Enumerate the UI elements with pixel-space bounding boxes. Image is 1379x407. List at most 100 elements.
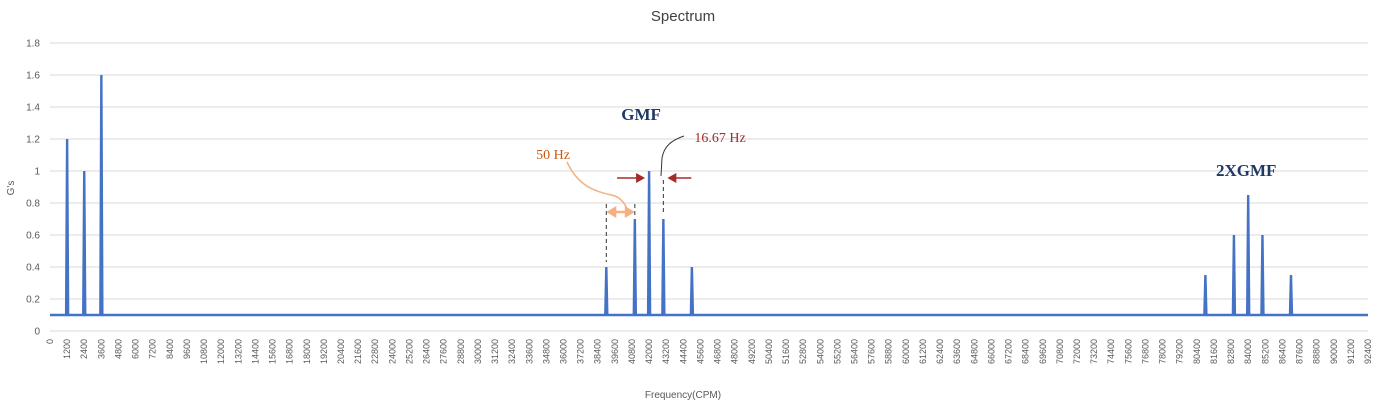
y-tick-label: 0.6: [26, 231, 40, 242]
x-tick-label: 31200: [490, 339, 500, 364]
peak-bar: [99, 75, 104, 315]
x-tick-label: 36000: [559, 339, 569, 364]
x-tick-label: 60000: [901, 339, 911, 364]
x-tick-label: 66000: [986, 339, 996, 364]
x-tick-label: 75600: [1123, 339, 1133, 364]
peak-bar: [1231, 235, 1237, 315]
chart-title: Spectrum: [651, 8, 715, 25]
sideband-label: 50 Hz: [536, 148, 570, 163]
x-tick-label: 45600: [695, 339, 705, 364]
sideband-leader: [566, 161, 628, 210]
x-tick-label: 22800: [370, 339, 380, 364]
x-tick-label: 0: [45, 339, 55, 344]
y-tick-label: 1: [34, 167, 40, 178]
y-tick-label: 0.2: [26, 295, 40, 306]
x-tick-label: 16800: [285, 339, 295, 364]
x-tick-label: 13200: [233, 339, 243, 364]
x-tick-label: 30000: [473, 339, 483, 364]
x-tick-label: 62400: [935, 339, 945, 364]
x-tick-label: 85200: [1260, 339, 1270, 364]
x-tick-label: 19200: [319, 339, 329, 364]
delta-label: 16.67 Hz: [694, 131, 745, 146]
x-tick-label: 51600: [781, 339, 791, 364]
x-tick-label: 54000: [815, 339, 825, 364]
x-tick-label: 82800: [1226, 339, 1236, 364]
x-tick-label: 69600: [1038, 339, 1048, 364]
sideband-arrowhead: [624, 206, 635, 218]
x-tick-label: 25200: [404, 339, 414, 364]
x-tick-label: 76800: [1140, 339, 1150, 364]
x-tick-label: 74400: [1106, 339, 1116, 364]
x-tick-label: 37200: [576, 339, 586, 364]
x-tick-label: 91200: [1346, 339, 1356, 364]
x-tick-label: 38400: [593, 339, 603, 364]
x-tick-label: 50400: [764, 339, 774, 364]
x-tick-label: 33600: [524, 339, 534, 364]
x-tick-label: 20400: [336, 339, 346, 364]
x-tick-label: 4800: [113, 339, 123, 359]
y-axis-title: G's: [6, 181, 17, 196]
x-tick-label: 63600: [952, 339, 962, 364]
peak-bar: [1203, 275, 1208, 315]
x-tick-label: 87600: [1295, 339, 1305, 364]
x-tick-label: 90000: [1329, 339, 1339, 364]
x-tick-label: 27600: [439, 339, 449, 364]
delta-arrowhead: [667, 173, 677, 183]
x-tick-label: 57600: [867, 339, 877, 364]
x-tick-label: 40800: [627, 339, 637, 364]
x-tick-label: 88800: [1312, 339, 1322, 364]
two-gmf-label: 2XGMF: [1216, 161, 1276, 180]
peak-bar: [646, 171, 652, 315]
x-tick-label: 67200: [1004, 339, 1014, 364]
x-tick-label: 28800: [456, 339, 466, 364]
annotations: GMF 2XGMF 50 Hz 16.67 Hz: [536, 105, 1276, 262]
y-tick-label: 0: [34, 327, 40, 338]
x-tick-label: 61200: [918, 339, 928, 364]
peak-bar: [1288, 275, 1294, 315]
x-tick-label: 34800: [541, 339, 551, 364]
x-tick-label: 64800: [969, 339, 979, 364]
peak-bar: [604, 267, 609, 315]
x-tick-label: 48000: [730, 339, 740, 364]
x-tick-label: 78000: [1158, 339, 1168, 364]
y-tick-label: 1.4: [26, 103, 40, 114]
x-tick-label: 10800: [199, 339, 209, 364]
y-tick-label: 0.4: [26, 263, 40, 274]
x-tick-label: 56400: [849, 339, 859, 364]
sideband-arrowhead: [606, 206, 617, 218]
x-tick-label: 80400: [1192, 339, 1202, 364]
y-tick-label: 1.2: [26, 135, 40, 146]
x-tick-label: 79200: [1175, 339, 1185, 364]
peak-bar: [1245, 195, 1251, 315]
x-tick-label: 58800: [884, 339, 894, 364]
x-tick-label: 49200: [747, 339, 757, 364]
x-tick-label: 8400: [165, 339, 175, 359]
x-tick-label: 52800: [798, 339, 808, 364]
x-tick-label: 86400: [1277, 339, 1287, 364]
delta-leader: [660, 135, 685, 177]
x-tick-label: 92400: [1363, 339, 1373, 364]
x-tick-label: 55200: [832, 339, 842, 364]
peak-bar: [1260, 235, 1265, 315]
x-tick-label: 1200: [62, 339, 72, 359]
x-tick-label: 12000: [216, 339, 226, 364]
y-tick-label: 0.8: [26, 199, 40, 210]
delta-arrowhead: [636, 173, 646, 183]
x-tick-label: 7200: [148, 339, 158, 359]
x-tick-label: 32400: [507, 339, 517, 364]
x-tick-label: 84000: [1243, 339, 1253, 364]
y-tick-labels: 0 0.2 0.4 0.6 0.8 1 1.2 1.4 1.6 1.8: [26, 39, 40, 338]
x-tick-label: 42000: [644, 339, 654, 364]
x-tick-label: 73200: [1089, 339, 1099, 364]
x-axis-title: Frequency(CPM): [645, 390, 721, 401]
x-tick-label: 68400: [1021, 339, 1031, 364]
x-tick-label: 3600: [96, 339, 106, 359]
x-tick-label: 44400: [678, 339, 688, 364]
peak-bar: [689, 267, 695, 315]
gridlines: [50, 42, 1368, 332]
peak-bar: [661, 219, 666, 315]
x-tick-label: 15600: [268, 339, 278, 364]
peak-bar: [632, 219, 638, 315]
x-tick-label: 6000: [131, 339, 141, 359]
